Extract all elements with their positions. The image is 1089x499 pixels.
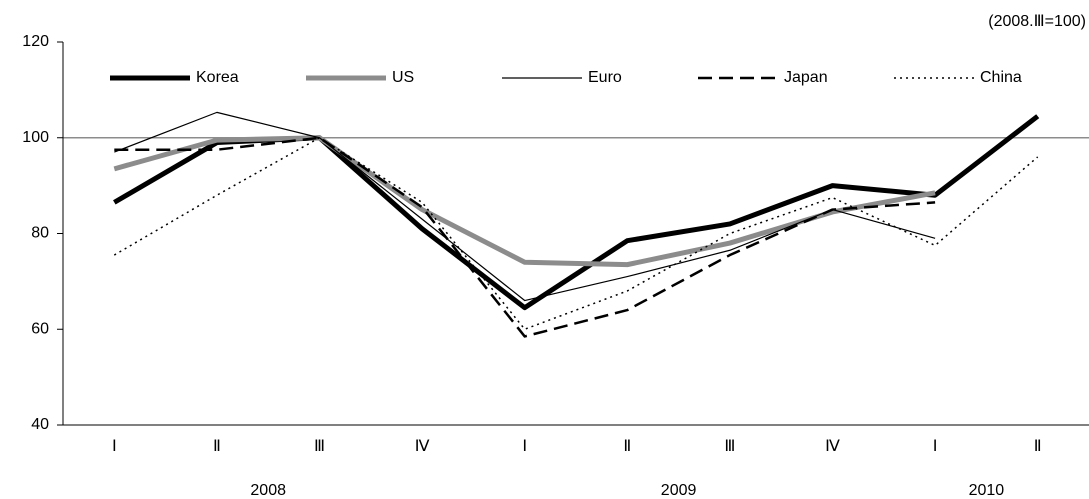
x-tick-label: Ⅳ	[415, 438, 430, 455]
series-line	[113, 135, 936, 268]
series-line	[113, 137, 1039, 330]
x-tick-label: Ⅳ	[825, 438, 840, 455]
legend-label: Korea	[196, 69, 239, 86]
x-tick-label: Ⅰ	[933, 438, 938, 455]
y-tick-label: 40	[31, 416, 49, 433]
y-tick-label: 80	[31, 225, 49, 242]
y-tick-label: 60	[31, 320, 49, 337]
x-tick-label: Ⅱ	[623, 438, 631, 455]
x-tick-label: Ⅰ	[112, 438, 117, 455]
group-label: 2010	[969, 482, 1005, 499]
annotation: (2008.Ⅲ=100)	[988, 13, 1086, 30]
group-label: 2009	[661, 482, 697, 499]
legend-label: Euro	[588, 69, 622, 86]
y-tick-label: 100	[22, 129, 49, 146]
group-label: 2008	[250, 482, 286, 499]
x-tick-label: Ⅱ	[213, 438, 221, 455]
series-line	[114, 136, 936, 338]
series-line	[114, 111, 936, 302]
legend-label: China	[980, 69, 1022, 86]
x-tick-label: Ⅲ	[724, 438, 735, 455]
x-tick-label: Ⅲ	[314, 438, 325, 455]
y-tick-label: 120	[22, 33, 49, 50]
x-tick-label: Ⅰ	[522, 438, 527, 455]
legend-label: Japan	[784, 69, 828, 86]
x-tick-label: Ⅱ	[1034, 438, 1042, 455]
legend-label: US	[392, 69, 414, 86]
